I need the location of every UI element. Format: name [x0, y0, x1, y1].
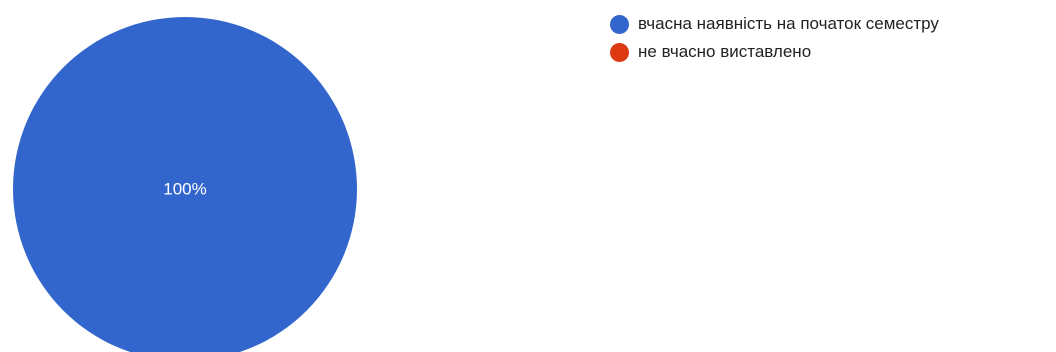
- pie-chart: 100%: [13, 17, 357, 352]
- legend-item-not-on-time[interactable]: не вчасно виставлено: [610, 38, 939, 66]
- chart-legend: вчасна наявність на початок семестру не …: [610, 10, 939, 66]
- legend-swatch-not-on-time: [610, 42, 629, 62]
- pie-slices: [13, 17, 357, 352]
- pie-slice-label-0: 100%: [163, 180, 206, 199]
- pie-slice-0[interactable]: [13, 17, 357, 352]
- legend-swatch-on-time: [610, 14, 629, 34]
- legend-item-on-time[interactable]: вчасна наявність на початок семестру: [610, 10, 939, 38]
- pie-slice-labels: 100%: [163, 180, 206, 199]
- legend-label-not-on-time: не вчасно виставлено: [638, 42, 812, 61]
- legend-label-on-time: вчасна наявність на початок семестру: [638, 14, 939, 33]
